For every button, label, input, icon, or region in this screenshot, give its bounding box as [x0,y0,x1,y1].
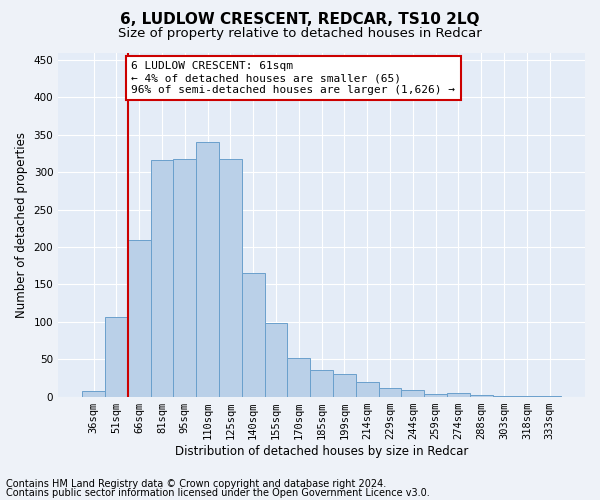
Bar [82,392,105,396]
Bar [447,393,470,396]
Text: Size of property relative to detached houses in Redcar: Size of property relative to detached ho… [118,28,482,40]
Bar [333,374,356,396]
Text: Contains public sector information licensed under the Open Government Licence v3: Contains public sector information licen… [6,488,430,498]
Bar [424,394,447,396]
Bar [310,370,333,396]
Bar [401,390,424,396]
X-axis label: Distribution of detached houses by size in Redcar: Distribution of detached houses by size … [175,444,468,458]
Bar [287,358,310,397]
Text: 6, LUDLOW CRESCENT, REDCAR, TS10 2LQ: 6, LUDLOW CRESCENT, REDCAR, TS10 2LQ [120,12,480,26]
Y-axis label: Number of detached properties: Number of detached properties [15,132,28,318]
Bar [105,318,128,396]
Bar [470,395,493,396]
Bar [356,382,379,396]
Text: 6 LUDLOW CRESCENT: 61sqm
← 4% of detached houses are smaller (65)
96% of semi-de: 6 LUDLOW CRESCENT: 61sqm ← 4% of detache… [131,62,455,94]
Bar [242,273,265,396]
Bar [379,388,401,396]
Bar [173,158,196,396]
Bar [265,322,287,396]
Bar [128,240,151,396]
Text: Contains HM Land Registry data © Crown copyright and database right 2024.: Contains HM Land Registry data © Crown c… [6,479,386,489]
Bar [219,160,242,396]
Bar [196,142,219,396]
Bar [151,160,173,396]
